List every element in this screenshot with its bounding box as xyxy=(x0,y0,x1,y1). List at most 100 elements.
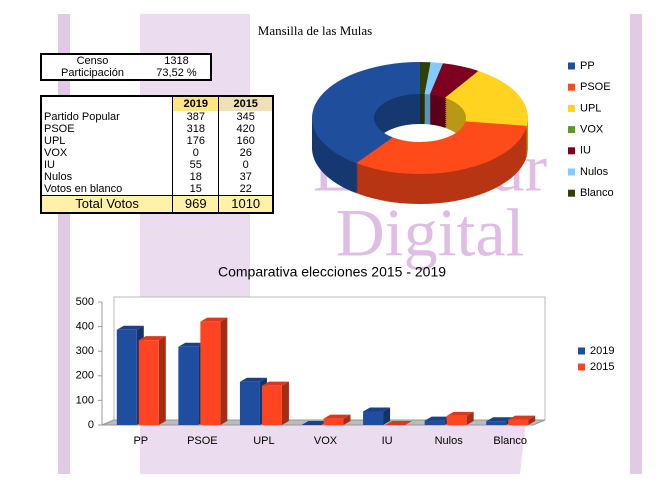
legend-swatch xyxy=(568,62,575,70)
bar-top xyxy=(323,414,351,419)
legend-label: 2019 xyxy=(590,345,614,357)
slice xyxy=(356,121,527,175)
chart-title: Comparativa elecciones 2015 - 2019 xyxy=(218,264,446,280)
cell: UPL xyxy=(44,135,66,147)
bar xyxy=(385,421,413,425)
legend-label: UPL xyxy=(580,102,601,114)
total-cell: 1010 xyxy=(218,195,273,213)
bar-top xyxy=(138,336,166,341)
cell: PSOE xyxy=(44,123,75,135)
bar-side xyxy=(220,317,228,425)
y-tick-label: 500 xyxy=(76,296,94,308)
bar-side xyxy=(281,381,289,425)
bar-front xyxy=(363,411,384,425)
x-tick-label: Blanco xyxy=(493,435,527,447)
total-cell: Total Votos xyxy=(41,195,173,213)
y-tick-label: 100 xyxy=(76,394,94,406)
bar-front xyxy=(138,340,159,425)
bar xyxy=(508,415,536,425)
header-cell: 2015 xyxy=(218,96,273,111)
bar xyxy=(261,381,289,425)
page-title: Mansilla de las Mulas xyxy=(258,23,372,38)
slice xyxy=(420,62,431,95)
cell: VOX xyxy=(44,147,68,159)
bar-front xyxy=(424,420,445,425)
bar-side xyxy=(466,411,474,425)
x-tick-label: VOX xyxy=(314,435,338,447)
cell: IU xyxy=(44,159,55,171)
bar xyxy=(363,407,391,425)
bar xyxy=(323,414,351,425)
bar-side xyxy=(343,414,351,425)
total-cell: 969 xyxy=(172,195,219,213)
legend-label: Nulos xyxy=(580,166,609,178)
bar-front xyxy=(323,418,344,425)
bar-top xyxy=(424,416,452,421)
y-tick-label: 400 xyxy=(76,321,94,333)
y-tick-label: 0 xyxy=(88,419,94,431)
bar-top xyxy=(239,377,267,382)
bar xyxy=(301,421,329,425)
y-tick-label: 300 xyxy=(76,345,94,357)
bar-side xyxy=(383,407,391,425)
header-cell: 2019 xyxy=(172,96,219,111)
x-tick-label: PP xyxy=(133,435,148,447)
bar-top xyxy=(385,421,413,425)
bar-top xyxy=(446,411,474,416)
cell: 22 xyxy=(218,183,273,196)
cell: 318 xyxy=(172,123,219,135)
legend-swatch xyxy=(568,83,575,91)
y-tick-label: 200 xyxy=(76,370,94,382)
cell: Partido Popular xyxy=(44,111,120,123)
x-tick-label: IU xyxy=(382,435,393,447)
cell: 15 xyxy=(172,183,219,196)
x-tick-label: PSOE xyxy=(187,435,218,447)
cell: 160 xyxy=(218,135,273,147)
legend-label: PP xyxy=(580,60,595,72)
bar-top xyxy=(178,342,206,347)
watermark-bar xyxy=(630,14,642,474)
bar-top xyxy=(200,317,228,322)
bar-top xyxy=(363,407,391,412)
cell: 387 xyxy=(172,111,219,123)
bar-front xyxy=(508,419,529,425)
cell: 345 xyxy=(218,111,273,123)
cell: Participación xyxy=(60,67,124,79)
slice xyxy=(312,62,420,164)
slice xyxy=(424,62,443,95)
bar-front xyxy=(486,421,507,425)
legend-swatch xyxy=(568,168,575,176)
bar-top xyxy=(486,417,514,422)
bar-top xyxy=(508,415,536,420)
cell: 55 xyxy=(172,159,219,171)
bar-front xyxy=(178,346,199,425)
bar-top xyxy=(261,381,289,386)
cell: 0 xyxy=(218,159,273,171)
cell: 37 xyxy=(218,171,273,183)
legend-label: VOX xyxy=(580,124,604,136)
bar-front xyxy=(200,321,221,425)
cell: 0 xyxy=(172,147,219,159)
legend-swatch xyxy=(568,147,575,155)
legend-swatch xyxy=(568,189,575,197)
bar-top xyxy=(301,421,329,425)
legend-label: IU xyxy=(580,145,591,157)
legend-swatch xyxy=(568,126,575,134)
slice xyxy=(429,63,479,98)
bar xyxy=(200,317,228,425)
watermark-text: Digital xyxy=(336,195,525,271)
cell: Nulos xyxy=(44,171,73,183)
bar-top xyxy=(116,325,144,330)
x-tick-label: Nulos xyxy=(435,435,464,447)
legend-label: Blanco xyxy=(580,187,614,199)
legend-label: 2015 xyxy=(590,361,614,373)
plot-wall xyxy=(101,296,546,426)
slice xyxy=(444,70,528,126)
legend-swatch xyxy=(578,363,585,371)
results-table: 2019 2015 Partido Popular 387 345 PSOE 318 420… xyxy=(40,95,274,214)
bar xyxy=(446,411,474,425)
cell: 18 xyxy=(172,171,219,183)
bar xyxy=(138,336,166,425)
